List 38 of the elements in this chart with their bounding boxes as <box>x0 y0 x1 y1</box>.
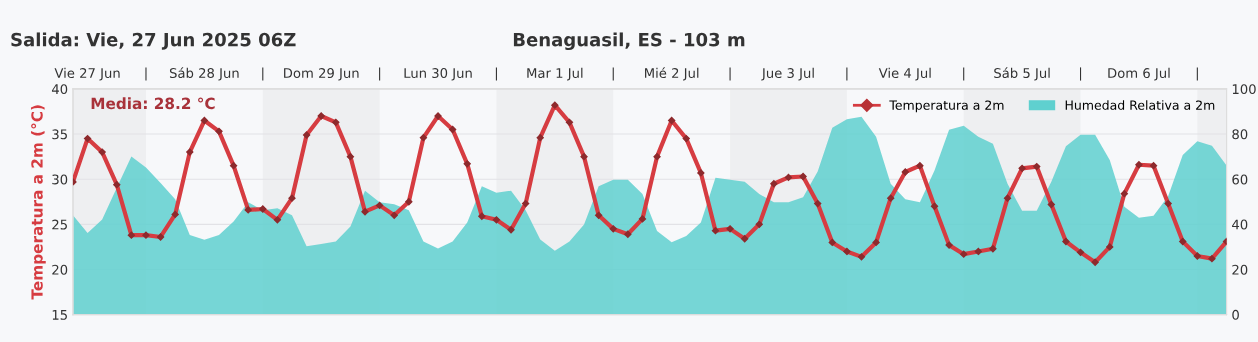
x-tick-label: Jue 3 Jul <box>761 67 814 81</box>
legend-label: Humedad Relativa a 2m <box>1065 100 1215 110</box>
chart-subtitle: Salida: Vie, 27 Jun 2025 06Z <box>11 32 296 50</box>
x-tick-label: | <box>729 67 731 81</box>
x-tick-label: | <box>379 67 381 81</box>
y2-tick-label: 60 <box>1232 174 1248 185</box>
y2-tick-label: 80 <box>1232 129 1248 140</box>
y-tick-label: 15 <box>52 310 67 320</box>
x-tick-label: Vie 27 Jun <box>54 67 120 81</box>
chart-title: Benaguasil, ES - 103 m <box>513 32 745 51</box>
x-tick-label: Dom 29 Jun <box>284 68 359 81</box>
x-tick-label: Vie 4 Jul <box>878 67 931 81</box>
y2-tick-label: 0 <box>1232 309 1239 320</box>
x-tick-label: Mar 1 Jul <box>527 67 583 81</box>
x-tick-label: Lun 30 Jun <box>404 68 472 81</box>
y-axis-title: Temperatura a 2m (°C) <box>30 105 46 300</box>
x-tick-label: | <box>145 67 147 81</box>
y2-tick-label: 100 <box>1232 84 1256 95</box>
y-tick-label: 30 <box>52 174 68 185</box>
x-tick-label: | <box>963 67 965 81</box>
x-tick-label: | <box>495 67 497 81</box>
x-tick-label: | <box>846 67 848 81</box>
x-tick-label: Sáb 28 Jun <box>169 67 239 81</box>
y2-tick-label: 20 <box>1232 264 1248 275</box>
x-tick-label: Mié 2 Jul <box>645 67 699 81</box>
legend-label: Temperatura a 2m <box>889 100 1004 113</box>
annotation: Media: 28.2 °C <box>91 97 215 110</box>
x-tick-label: | <box>1079 67 1082 81</box>
x-tick-label: Sáb 5 Jul <box>994 67 1050 81</box>
x-tick-label: | <box>1196 67 1198 81</box>
y-tick-label: 25 <box>52 219 67 230</box>
x-tick-label: | <box>262 67 264 81</box>
x-tick-label: Dom 6 Jul <box>1108 67 1170 81</box>
y-tick-label: 20 <box>52 264 68 275</box>
y-tick-label: 35 <box>52 129 67 140</box>
y2-tick-label: 40 <box>1232 219 1248 230</box>
x-tick-label: | <box>612 67 614 81</box>
y-tick-label: 40 <box>51 84 68 95</box>
